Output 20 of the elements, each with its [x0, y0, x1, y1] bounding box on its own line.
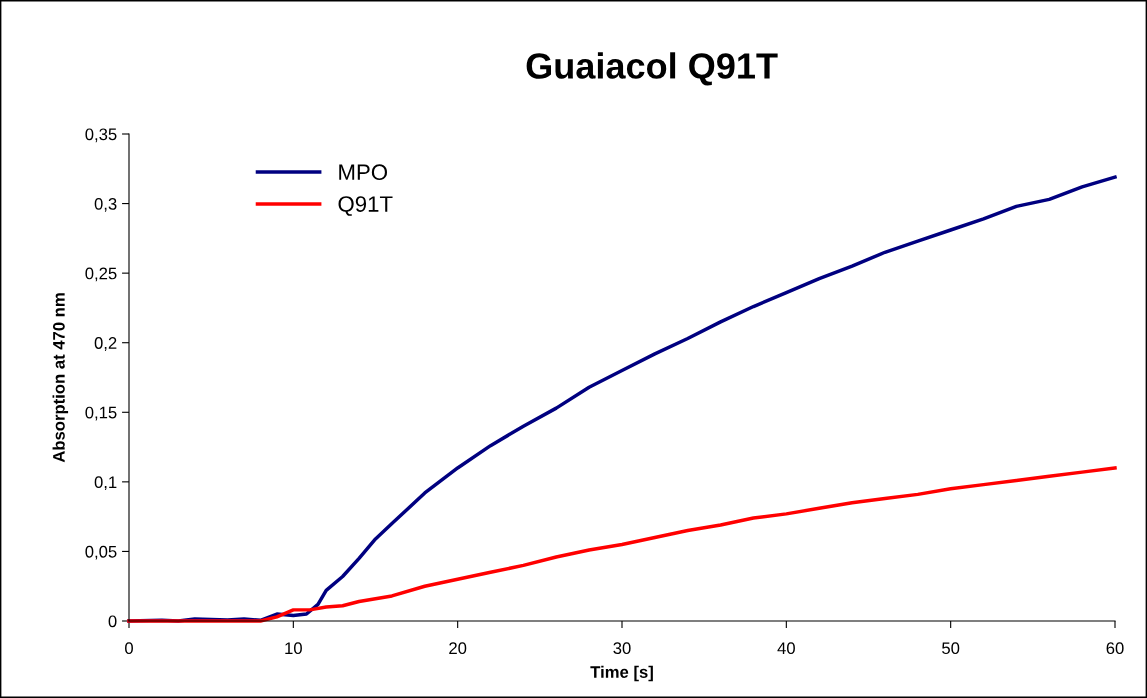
y-axis-title: Absorption at 470 nm: [52, 293, 69, 463]
x-tick-label: 0: [125, 642, 133, 655]
chart-title: Guaiacol Q91T: [526, 52, 778, 86]
y-tick-label: 0,05: [85, 545, 117, 560]
x-tick-label: 10: [285, 642, 302, 655]
x-tick-label: 60: [1106, 642, 1124, 655]
legend-label: MPO: [339, 164, 388, 181]
y-tick-label: 0,35: [85, 128, 117, 143]
x-axis-title: Time [s]: [590, 665, 653, 682]
y-tick-label: 0,3: [94, 197, 117, 212]
y-tick-label: 0,1: [94, 476, 117, 491]
x-tick-label: 40: [777, 642, 795, 655]
y-tick-label: 0: [108, 615, 117, 628]
x-tick-label: 20: [449, 642, 467, 655]
legend-label: Q91T: [338, 196, 393, 216]
y-tick-label: 0,2: [94, 337, 117, 351]
x-tick-label: 50: [942, 642, 960, 655]
y-tick-label: 0,15: [85, 406, 117, 421]
x-tick-label: 30: [613, 642, 631, 655]
y-tick-label: 0,25: [85, 267, 117, 282]
